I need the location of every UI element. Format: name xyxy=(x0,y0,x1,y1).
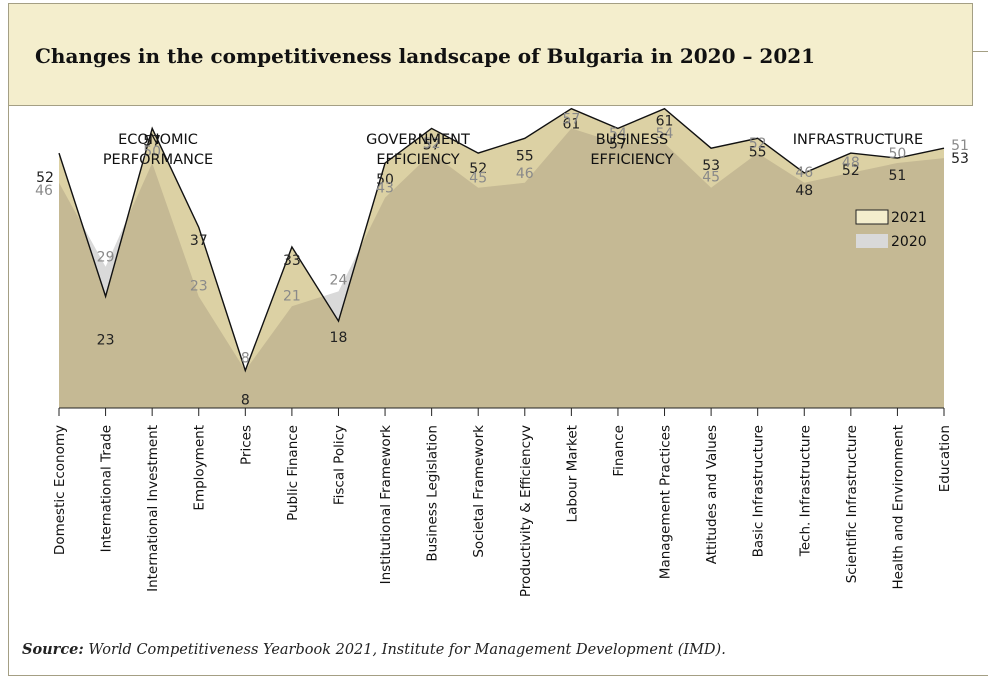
category-label: Tech. Infrastructure xyxy=(797,425,813,557)
chart-title: Changes in the competitiveness landscape… xyxy=(35,44,816,68)
group-header: EFFICIENCY xyxy=(590,152,673,168)
area-overlap xyxy=(59,128,944,408)
category-label: Productivity & Efficiencyv xyxy=(518,425,534,597)
data-label-2020: 29 xyxy=(97,250,115,266)
data-label-2021: 8 xyxy=(241,392,250,408)
group-header: BUSINESS xyxy=(596,132,668,148)
category-label: Finance xyxy=(611,425,627,477)
category-label: Domestic Economy xyxy=(52,425,68,555)
legend-label-2021: 2021 xyxy=(891,210,927,226)
category-label: Institutional Framework xyxy=(378,425,394,585)
data-label-2021: 48 xyxy=(795,183,813,199)
data-label-2021: 52 xyxy=(469,161,487,177)
category-label: Management Practices xyxy=(658,425,674,579)
category-label: Business Legislation xyxy=(425,425,441,562)
data-label-2021: 23 xyxy=(97,332,115,348)
data-label-2021: 33 xyxy=(283,253,301,269)
data-label-2021: 53 xyxy=(702,158,720,174)
category-label: International Trade xyxy=(99,425,115,552)
data-label-2020: 54 xyxy=(609,126,627,142)
data-label-2020: 50 xyxy=(889,146,907,162)
data-label-2020: 23 xyxy=(190,278,208,294)
category-label: Attitudes and Values xyxy=(704,425,720,564)
category-label: Labour Market xyxy=(564,425,580,522)
data-label-2021: 18 xyxy=(330,330,348,346)
line-2021 xyxy=(58,107,945,373)
legend-swatch-2020 xyxy=(856,234,888,248)
data-label-2021: 55 xyxy=(749,144,767,160)
group-header: INFRASTRUCTURE xyxy=(793,132,923,148)
data-label-2020: 51 xyxy=(951,138,969,154)
category-label: Fiscal Policy xyxy=(331,425,347,505)
category-label: Scientific Infrastructure xyxy=(844,425,860,583)
category-label: International Investment xyxy=(145,425,161,592)
data-label-2020: 46 xyxy=(516,166,534,182)
data-label-2020: 52 xyxy=(749,136,767,152)
data-label-2020: 57 xyxy=(562,111,580,127)
group-header: EFFICIENCY xyxy=(376,152,459,168)
data-label-2020: 43 xyxy=(376,181,394,197)
data-label-2021: 57 xyxy=(143,133,161,149)
group-header: ECONOMIC xyxy=(118,132,198,148)
frame-bottom-border xyxy=(8,675,988,676)
data-label-2021: 53 xyxy=(951,151,969,167)
data-label-2020: 24 xyxy=(330,272,348,288)
data-label-2021: 61 xyxy=(656,114,674,130)
source-label: Source: xyxy=(22,641,84,658)
data-label-2021: 52 xyxy=(36,170,54,186)
data-label-2021: 37 xyxy=(190,233,208,249)
title-rule xyxy=(973,51,988,52)
data-label-2020: 52 xyxy=(423,136,441,152)
legend: 2021 2020 xyxy=(855,209,927,250)
category-label: Basic Infrastructure xyxy=(751,425,767,557)
source-note: Source: World Competitiveness Yearbook 2… xyxy=(22,641,726,658)
data-label-2021: 51 xyxy=(889,168,907,184)
category-label: Health and Environment xyxy=(890,425,906,590)
category-label: Public Finance xyxy=(285,425,301,521)
data-label-2020: 8 xyxy=(241,350,250,366)
data-label-2020: 54 xyxy=(656,126,674,142)
data-label-2021: 57 xyxy=(609,136,627,152)
category-label: Societal Framework xyxy=(471,425,487,558)
data-label-2020: 45 xyxy=(469,171,487,187)
data-label-2021: 55 xyxy=(516,148,534,164)
frame-left-border xyxy=(8,106,9,676)
legend-swatch-2021 xyxy=(855,209,889,225)
data-label-2020: 50 xyxy=(143,144,161,160)
group-header: GOVERNMENT xyxy=(366,132,470,148)
data-label-2020: 46 xyxy=(795,165,813,181)
data-label-2020: 21 xyxy=(283,288,301,304)
title-box: Changes in the competitiveness landscape… xyxy=(8,3,973,106)
source-text: World Competitiveness Yearbook 2021, Ins… xyxy=(88,642,726,658)
legend-label-2020: 2020 xyxy=(891,234,927,250)
data-label-2020: 46 xyxy=(35,183,53,199)
data-label-2020: 48 xyxy=(842,155,860,171)
category-label: Education xyxy=(937,425,953,492)
data-label-2021: 50 xyxy=(376,172,394,188)
group-header: PERFORMANCE xyxy=(103,152,213,168)
category-label: Prices xyxy=(238,425,254,465)
category-label: Employment xyxy=(192,425,208,511)
data-label-2020: 45 xyxy=(702,170,720,186)
data-label-2021: 57 xyxy=(423,137,441,153)
data-label-2021: 61 xyxy=(562,117,580,133)
data-label-2021: 52 xyxy=(842,163,860,179)
